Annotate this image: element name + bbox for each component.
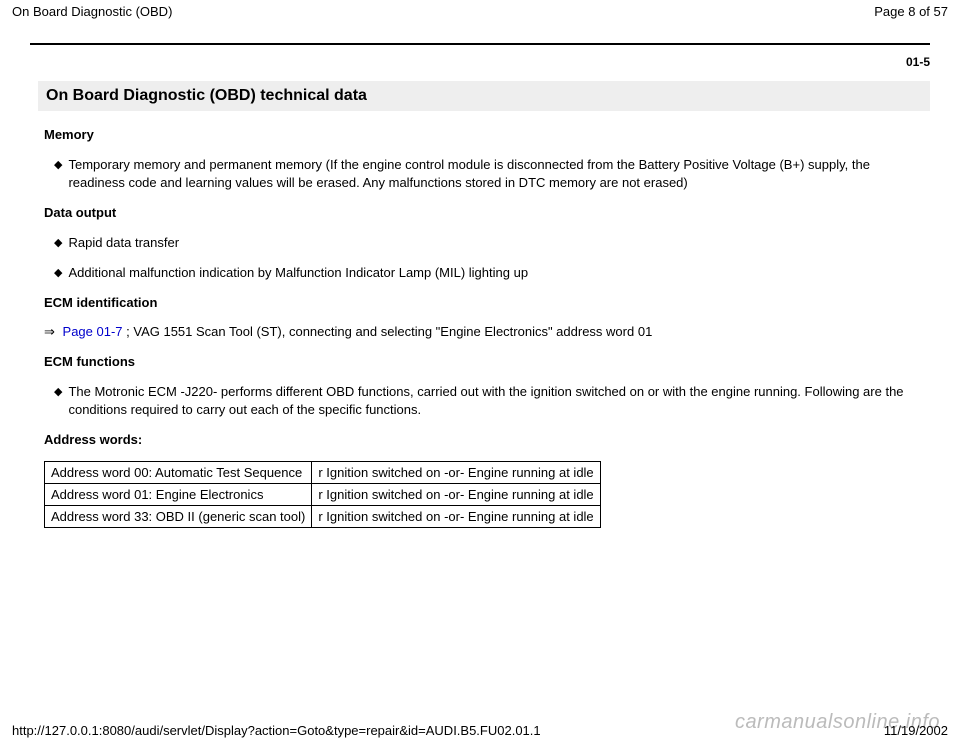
ecm-id-paragraph: ⇒ Page 01-7 ; VAG 1551 Scan Tool (ST), c… <box>44 324 930 340</box>
table-cell: r Ignition switched on -or- Engine runni… <box>312 462 600 484</box>
ecm-functions-item: ◆ The Motronic ECM -J220- performs diffe… <box>54 383 920 418</box>
address-words-table: Address word 00: Automatic Test Sequence… <box>44 461 601 528</box>
footer-url: http://127.0.0.1:8080/audi/servlet/Displ… <box>12 723 541 738</box>
section-number: 01-5 <box>30 55 930 69</box>
memory-item-text: Temporary memory and permanent memory (I… <box>68 156 920 191</box>
table-row: Address word 00: Automatic Test Sequence… <box>45 462 601 484</box>
page-header: On Board Diagnostic (OBD) Page 8 of 57 <box>0 0 960 23</box>
table-row: Address word 33: OBD II (generic scan to… <box>45 506 601 528</box>
ecm-id-heading: ECM identification <box>44 295 930 310</box>
memory-heading: Memory <box>44 127 930 142</box>
data-output-heading: Data output <box>44 205 930 220</box>
ecm-id-suffix: ; VAG 1551 Scan Tool (ST), connecting an… <box>123 324 653 339</box>
main-heading: On Board Diagnostic (OBD) technical data <box>38 81 930 111</box>
table-row: Address word 01: Engine Electronics r Ig… <box>45 484 601 506</box>
table-cell: r Ignition switched on -or- Engine runni… <box>312 484 600 506</box>
content-area: 01-5 On Board Diagnostic (OBD) technical… <box>30 43 930 528</box>
memory-item: ◆ Temporary memory and permanent memory … <box>54 156 920 191</box>
data-output-item: ◆ Rapid data transfer <box>54 234 920 252</box>
table-cell: Address word 01: Engine Electronics <box>45 484 312 506</box>
header-title: On Board Diagnostic (OBD) <box>12 4 172 19</box>
data-output-item: ◆ Additional malfunction indication by M… <box>54 264 920 282</box>
footer-date: 11/19/2002 <box>884 723 948 738</box>
data-output-item-text: Additional malfunction indication by Mal… <box>68 264 920 282</box>
data-output-item-text: Rapid data transfer <box>68 234 920 252</box>
diamond-icon: ◆ <box>54 234 62 252</box>
ecm-functions-heading: ECM functions <box>44 354 930 369</box>
page-link[interactable]: Page 01-7 <box>63 324 123 339</box>
arrow-icon: ⇒ <box>44 324 55 339</box>
table-cell: Address word 33: OBD II (generic scan to… <box>45 506 312 528</box>
diamond-icon: ◆ <box>54 156 62 191</box>
page-footer: http://127.0.0.1:8080/audi/servlet/Displ… <box>0 723 960 738</box>
header-page-info: Page 8 of 57 <box>874 4 948 19</box>
table-cell: r Ignition switched on -or- Engine runni… <box>312 506 600 528</box>
address-words-heading: Address words: <box>44 432 930 447</box>
diamond-icon: ◆ <box>54 383 62 418</box>
ecm-functions-item-text: The Motronic ECM -J220- performs differe… <box>68 383 920 418</box>
table-cell: Address word 00: Automatic Test Sequence <box>45 462 312 484</box>
diamond-icon: ◆ <box>54 264 62 282</box>
